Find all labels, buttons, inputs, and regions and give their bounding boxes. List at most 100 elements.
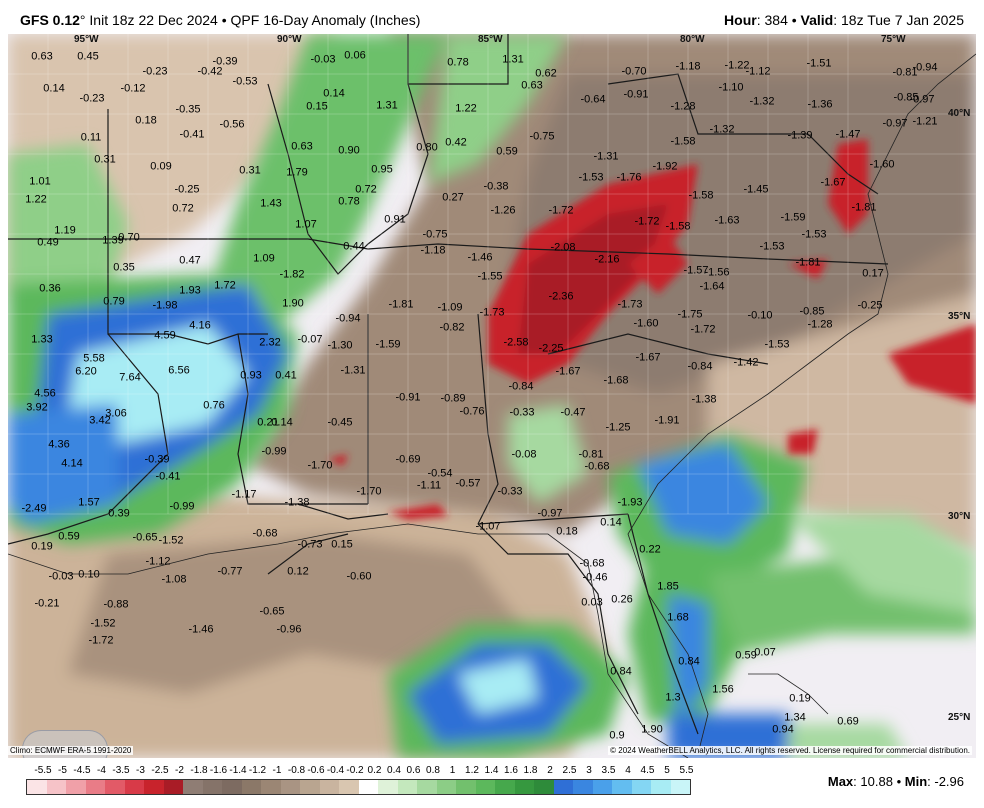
- anomaly-value-label: -1.09: [437, 301, 463, 314]
- anomaly-value-label: 6.20: [75, 365, 97, 378]
- anomaly-value-label: -0.10: [747, 309, 773, 322]
- legend-swatch: [436, 780, 456, 794]
- anomaly-value-label: -0.91: [395, 391, 421, 404]
- anomaly-value-label: -2.58: [503, 336, 529, 349]
- anomaly-value-label: -1.28: [807, 318, 833, 331]
- anomaly-value-label: -1.38: [284, 496, 310, 509]
- anomaly-value-label: -1.07: [475, 520, 501, 533]
- anomaly-value-label: 1.01: [29, 175, 51, 188]
- anomaly-value-label: 0.84: [678, 655, 700, 668]
- anomaly-value-label: -0.45: [327, 416, 353, 429]
- anomaly-value-label: -1.42: [733, 356, 759, 369]
- anomaly-value-label: 1.3: [665, 691, 681, 704]
- anomaly-value-label: 0.27: [442, 191, 464, 204]
- separator: •: [896, 774, 902, 789]
- anomaly-value-label: -0.68: [584, 460, 610, 473]
- anomaly-value-label: 1.72: [214, 279, 236, 292]
- anomaly-value-label: -0.21: [34, 597, 60, 610]
- anomaly-value-label: -1.45: [743, 183, 769, 196]
- anomaly-value-label: -1.28: [670, 100, 696, 113]
- degree-symbol: °: [79, 12, 86, 28]
- anomaly-value-label: -1.58: [665, 220, 691, 233]
- legend-swatch: [456, 780, 476, 794]
- anomaly-value-label: -0.82: [439, 321, 465, 334]
- weather-map: 95°W 90°W 85°W 80°W 75°W 40°N 35°N 30°N …: [8, 34, 976, 758]
- max-min-readout: Max: 10.88 • Min: -2.96: [828, 774, 964, 789]
- anomaly-value-label: -0.33: [497, 485, 523, 498]
- legend-tick-label: -1.2: [248, 765, 267, 776]
- anomaly-value-label: -0.85: [799, 305, 825, 318]
- anomaly-field: [8, 34, 976, 758]
- anomaly-value-label: -1.67: [635, 351, 661, 364]
- anomaly-value-label: -0.47: [560, 406, 586, 419]
- anomaly-value-label: 3.92: [26, 401, 48, 414]
- anomaly-value-label: 1.34: [784, 711, 806, 724]
- anomaly-value-label: 0.72: [355, 183, 377, 196]
- anomaly-value-label: -0.54: [427, 467, 453, 480]
- legend-tick-label: 1: [449, 765, 456, 776]
- legend-tick-label: -4.5: [73, 765, 91, 776]
- map-header: GFS 0.12° Init 18z 22 Dec 2024 • QPF 16-…: [0, 0, 984, 34]
- anomaly-value-label: -1.53: [764, 338, 790, 351]
- anomaly-value-label: 4.56: [34, 387, 56, 400]
- anomaly-value-label: -0.41: [179, 128, 205, 141]
- legend-swatch: [495, 780, 515, 794]
- anomaly-value-label: 7.64: [119, 371, 141, 384]
- legend-tick-label: -1.4: [229, 765, 247, 776]
- anomaly-value-label: 4.14: [61, 457, 83, 470]
- color-legend: -5.5 -5 -4.5 -4 -3.5 -3 -2.5 -2 -1.8 -1.6 -1.4 -1.2…: [0, 760, 984, 808]
- anomaly-value-label: -1.73: [617, 298, 643, 311]
- anomaly-value-label: -1.36: [807, 98, 833, 111]
- anomaly-value-label: 0.78: [447, 56, 469, 69]
- anomaly-value-label: 0.59: [58, 530, 80, 543]
- anomaly-value-label: 1.79: [286, 166, 308, 179]
- anomaly-value-label: 0.59: [735, 649, 757, 662]
- anomaly-value-label: 0.70: [118, 231, 140, 244]
- anomaly-value-label: -1.57: [683, 264, 709, 277]
- lon-85-label: 85°W: [478, 34, 503, 45]
- anomaly-value-label: -0.81: [892, 66, 918, 79]
- legend-tick-label: 1.6: [504, 765, 518, 776]
- anomaly-value-label: -1.81: [388, 298, 414, 311]
- anomaly-value-label: -1.59: [780, 211, 806, 224]
- legend-swatch: [183, 780, 203, 794]
- anomaly-value-label: -0.07: [297, 333, 323, 346]
- anomaly-value-label: 3.42: [89, 414, 111, 427]
- anomaly-value-label: -0.89: [440, 392, 466, 405]
- anomaly-value-label: 1.22: [25, 193, 47, 206]
- climo-note: Climo: ECMWF ERA-5 1991-2020: [8, 746, 134, 755]
- anomaly-value-label: 0.47: [179, 254, 201, 267]
- anomaly-value-label: -0.39: [144, 453, 170, 466]
- anomaly-value-label: -1.53: [759, 240, 785, 253]
- anomaly-value-label: -1.25: [605, 421, 631, 434]
- anomaly-value-label: 0.06: [344, 49, 366, 62]
- lat-35-label: 35°N: [948, 311, 971, 322]
- anomaly-value-label: 0.76: [203, 399, 225, 412]
- legend-tick-label: 3.5: [601, 765, 616, 776]
- anomaly-value-label: 0.14: [43, 82, 65, 95]
- anomaly-value-label: -0.99: [261, 445, 287, 458]
- anomaly-value-label: -1.31: [593, 150, 619, 163]
- legend-swatch: [339, 780, 359, 794]
- anomaly-value-label: -1.31: [340, 364, 366, 377]
- hour-value: : 384: [756, 12, 788, 28]
- legend-swatch: [300, 780, 320, 794]
- anomaly-value-label: -1.58: [688, 189, 714, 202]
- anomaly-value-label: -0.76: [459, 405, 485, 418]
- legend-tick-label: -2: [175, 765, 184, 776]
- anomaly-value-label: -1.12: [745, 65, 771, 78]
- legend-swatch: [27, 780, 47, 794]
- legend-tick-label: -3: [136, 765, 145, 776]
- legend-tick-label: -0.8: [287, 765, 306, 776]
- anomaly-value-label: -1.91: [654, 414, 680, 427]
- anomaly-value-label: -0.77: [217, 565, 243, 578]
- anomaly-value-label: -1.70: [356, 485, 382, 498]
- legend-tick-label: 1.2: [465, 765, 479, 776]
- legend-swatch: [261, 780, 281, 794]
- legend-tick-label: 4.5: [640, 765, 655, 776]
- anomaly-value-label: -1.60: [633, 317, 659, 330]
- anomaly-value-label: -0.53: [232, 75, 258, 88]
- anomaly-value-label: -0.99: [169, 500, 195, 513]
- anomaly-value-label: 0.14: [271, 416, 293, 429]
- anomaly-value-label: -1.82: [279, 268, 305, 281]
